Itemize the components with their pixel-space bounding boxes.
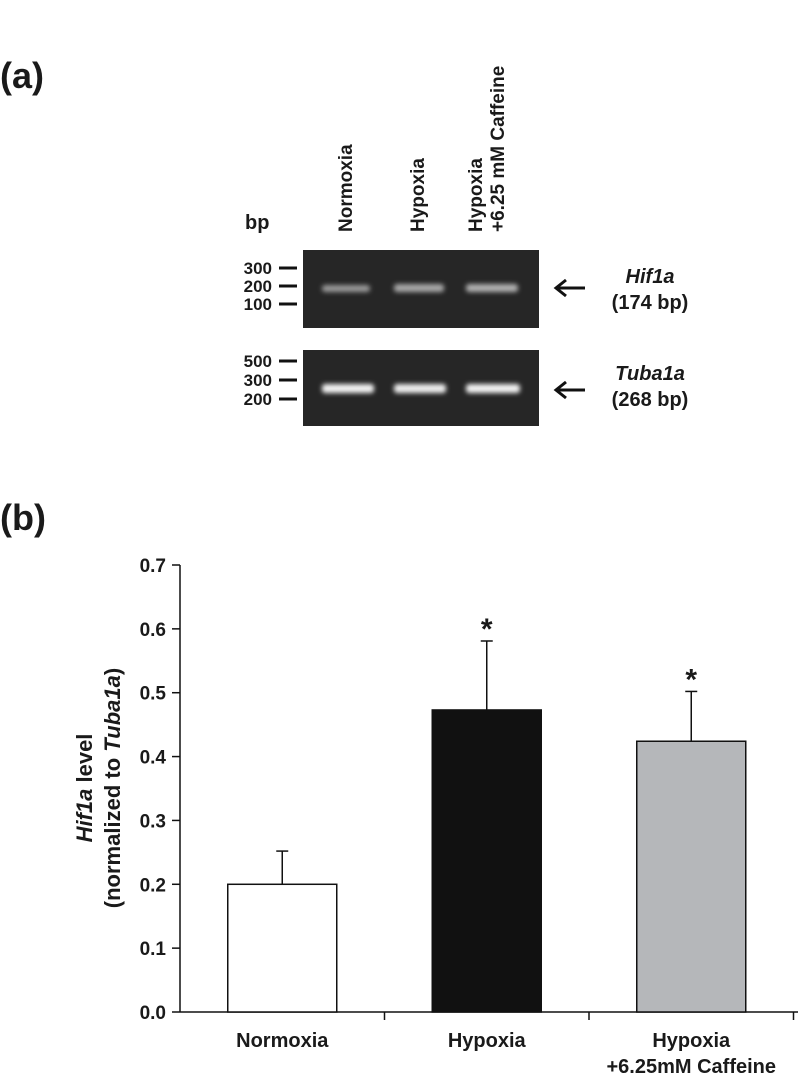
- bar: [636, 740, 747, 1013]
- y-tick-label: 0.7: [140, 556, 166, 577]
- marker-label: 300: [244, 259, 272, 278]
- y-tick-label: 0.2: [140, 875, 166, 896]
- arrows: [553, 278, 585, 400]
- lane-label: +6.25 mM Caffeine: [488, 66, 509, 232]
- target-size: (268 bp): [612, 389, 689, 411]
- x-tick-label: Hypoxia: [652, 1030, 731, 1052]
- y-axis-title: Hif1a level: [72, 734, 97, 843]
- lane-label: Normoxia: [336, 144, 357, 232]
- significance-marker: *: [481, 613, 493, 646]
- marker-label: 200: [244, 390, 272, 409]
- x-tick-label: Normoxia: [236, 1030, 329, 1052]
- marker-label: 500: [244, 352, 272, 371]
- target-size: (174 bp): [612, 292, 689, 314]
- y-tick-label: 0.6: [140, 620, 166, 641]
- target-name: Tuba1a: [615, 363, 685, 385]
- marker-label: 200: [244, 277, 272, 296]
- y-tick-label: 0.4: [140, 748, 167, 769]
- y-tick-label: 0.0: [140, 1003, 166, 1024]
- bar: [431, 709, 542, 1013]
- target-name: Hif1a: [626, 266, 675, 288]
- y-axis-title: (normalized to Tuba1a): [100, 668, 125, 908]
- lane-label: Hypoxia: [408, 158, 429, 232]
- y-tick-label: 0.1: [140, 939, 167, 960]
- marker-label: 100: [244, 295, 272, 314]
- y-tick-label: 0.3: [140, 811, 166, 832]
- lane-label: Hypoxia: [466, 158, 487, 232]
- gel-bands: [322, 284, 520, 393]
- panel-label: (a): [0, 55, 44, 96]
- y-tick-label: 0.5: [140, 684, 167, 705]
- x-tick-label: +6.25mM Caffeine: [606, 1056, 776, 1077]
- panel-label: (b): [0, 497, 46, 538]
- bar: [227, 883, 338, 1013]
- significance-marker: *: [685, 663, 697, 696]
- marker-label: 300: [244, 371, 272, 390]
- x-tick-label: Hypoxia: [448, 1030, 527, 1052]
- unit-label: bp: [245, 212, 269, 234]
